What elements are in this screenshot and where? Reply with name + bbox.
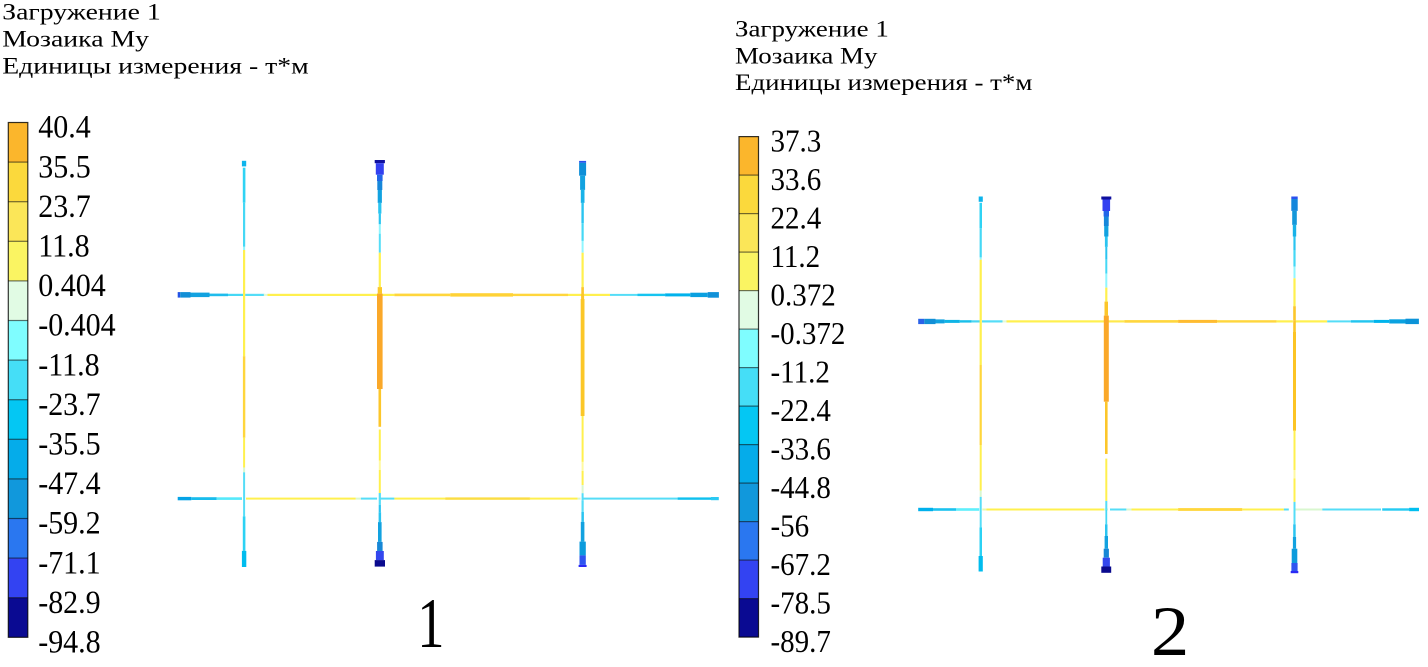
svg-text:-33.6: -33.6 <box>771 431 831 466</box>
svg-text:-11.2: -11.2 <box>771 354 830 389</box>
svg-text:23.7: 23.7 <box>38 188 91 224</box>
svg-text:11.2: 11.2 <box>771 239 821 274</box>
svg-text:-94.8: -94.8 <box>38 623 100 659</box>
svg-text:-11.8: -11.8 <box>38 346 99 382</box>
svg-text:-23.7: -23.7 <box>38 386 100 422</box>
svg-text:-89.7: -89.7 <box>771 624 831 659</box>
svg-text:-56: -56 <box>771 508 810 543</box>
svg-text:-35.5: -35.5 <box>38 425 100 461</box>
svg-text:Мозаика My: Мозаика My <box>2 25 149 52</box>
svg-text:-0.404: -0.404 <box>38 307 116 343</box>
svg-text:Загружение 1: Загружение 1 <box>735 17 889 42</box>
svg-text:-82.9: -82.9 <box>38 584 100 620</box>
svg-text:-44.8: -44.8 <box>771 470 831 505</box>
svg-text:33.6: 33.6 <box>771 162 822 197</box>
svg-text:-71.1: -71.1 <box>38 544 100 580</box>
svg-text:-47.4: -47.4 <box>38 465 101 501</box>
svg-text:Единицы измерения - т*м: Единицы измерения - т*м <box>735 71 1033 96</box>
svg-text:40.4: 40.4 <box>38 109 91 145</box>
svg-text:-22.4: -22.4 <box>771 393 831 428</box>
svg-text:37.3: 37.3 <box>771 123 822 158</box>
svg-text:1: 1 <box>417 584 444 663</box>
svg-text:Загружение 1: Загружение 1 <box>2 0 160 25</box>
svg-text:-78.5: -78.5 <box>771 585 831 620</box>
svg-text:11.8: 11.8 <box>38 227 89 263</box>
svg-text:-0.372: -0.372 <box>771 316 846 351</box>
svg-text:-67.2: -67.2 <box>771 547 831 582</box>
svg-text:35.5: 35.5 <box>38 148 91 184</box>
svg-text:0.404: 0.404 <box>38 267 106 303</box>
svg-text:-59.2: -59.2 <box>38 505 100 541</box>
svg-text:Мозаика My: Мозаика My <box>735 44 878 69</box>
svg-text:2: 2 <box>1151 593 1189 667</box>
svg-text:Единицы измерения - т*м: Единицы измерения - т*м <box>2 52 309 79</box>
svg-text:0.372: 0.372 <box>771 277 836 312</box>
svg-text:22.4: 22.4 <box>771 200 822 235</box>
